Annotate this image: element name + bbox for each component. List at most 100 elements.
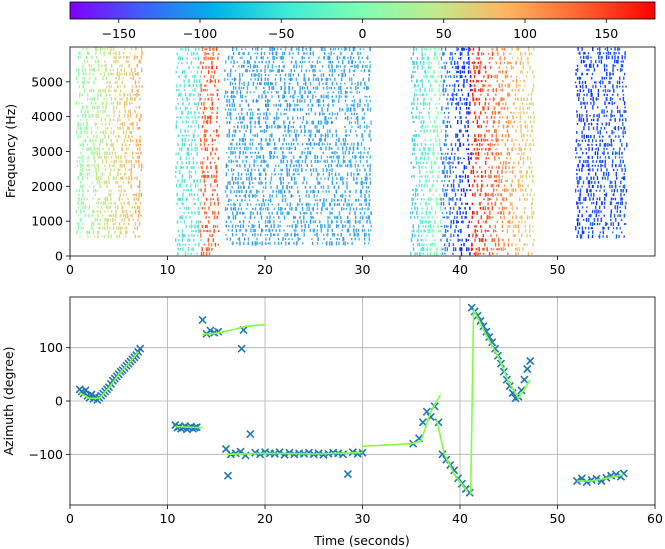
spectrogram-cell (517, 57, 519, 60)
spectrogram-cell (586, 188, 588, 193)
spectrogram-cell (621, 151, 623, 155)
spectrogram-cell (132, 121, 134, 127)
spectrogram-cell (369, 181, 372, 185)
spectrogram-cell (485, 125, 487, 128)
spectrogram-cell (271, 133, 273, 138)
spectrogram-cell (619, 201, 622, 205)
spectrogram-cell (195, 229, 197, 233)
spectrogram-cell (499, 111, 501, 115)
spectrogram-cell (190, 224, 192, 229)
spectrogram-cell (422, 252, 425, 255)
spectrogram-cell (101, 181, 103, 184)
spectrogram-cell (360, 203, 363, 206)
spectrogram-cell (445, 133, 447, 138)
spectrogram-cell (99, 110, 101, 113)
spectrogram-cell (298, 163, 300, 168)
spectrogram-cell (325, 190, 327, 193)
spectrogram-cell (273, 48, 276, 51)
spectrogram-cell (216, 66, 218, 69)
spectrogram-cell (487, 143, 489, 146)
spectrogram-cell (250, 172, 252, 176)
spectrogram-cell (428, 202, 430, 205)
spectrogram-cell (450, 125, 452, 128)
spectrogram-cell (135, 47, 137, 51)
spectrogram-cell (312, 189, 314, 194)
spectrogram-cell (494, 74, 496, 79)
spectrogram-cell (510, 75, 512, 78)
spectrogram-cell (343, 207, 345, 211)
spectrogram-cell (280, 48, 282, 51)
spectrogram-cell (99, 52, 102, 54)
spectrogram-cell (519, 197, 521, 201)
spectrogram-cell (285, 164, 288, 168)
spectrogram-cell (82, 77, 84, 80)
spectrogram-cell (423, 66, 425, 69)
spectrogram-cell (86, 147, 88, 151)
spectrogram-cell (427, 197, 429, 201)
spectrogram-cell (187, 212, 190, 214)
spectrogram-cell (82, 173, 84, 175)
spectrogram-cell (324, 138, 327, 142)
spectrogram-cell (490, 234, 492, 237)
spectrogram-cell (337, 233, 339, 236)
spectrogram-cell (184, 74, 186, 79)
spectrogram-cell (417, 224, 420, 229)
spectrogram-cell (600, 210, 602, 213)
spectrogram-cell (342, 159, 345, 164)
spectrogram-cell (181, 147, 183, 152)
spectrogram-cell (445, 75, 447, 78)
spectrogram-cell (265, 229, 267, 232)
spectrogram-cell (577, 47, 579, 51)
spectrogram-cell (232, 108, 235, 111)
spectrogram-cell (121, 143, 124, 147)
spectrogram-cell (458, 138, 460, 142)
spectrogram-cell (359, 219, 361, 224)
spectrogram-cell (344, 56, 346, 60)
spectrogram-cell (110, 202, 112, 205)
spectrogram-cell (182, 111, 184, 115)
spectrogram-cell (479, 88, 482, 93)
spectrogram-cell (193, 133, 195, 138)
spectrogram-cell (488, 230, 490, 232)
spectrogram-cell (347, 143, 349, 145)
spectrogram-cell (413, 83, 416, 88)
spectrogram-cell (246, 156, 248, 159)
spectrogram-cell (509, 201, 512, 206)
spectrogram-cell (209, 161, 212, 164)
spectrogram-cell (261, 147, 263, 150)
spectrogram-cell (333, 233, 335, 237)
spectrogram-cell (141, 67, 143, 72)
spectrogram-cell (114, 201, 116, 205)
spectrogram-cell (228, 108, 230, 111)
spectrogram-cell (132, 126, 135, 130)
spectrogram-cell (244, 142, 246, 146)
spectrogram-cell (522, 193, 524, 197)
spectrogram-cell (422, 93, 425, 96)
spectrogram-cell (483, 198, 485, 201)
spectrogram-cell (330, 117, 332, 120)
spectrogram-cell (429, 197, 431, 202)
spectrogram-cell (509, 192, 511, 197)
spectrogram-cell (121, 97, 123, 101)
spectrogram-cell (494, 229, 497, 232)
spectrogram-cell (291, 56, 293, 59)
spectrogram-cell (249, 116, 251, 120)
spectrogram-cell (139, 138, 141, 143)
spectrogram-cell (227, 56, 230, 59)
spectrogram-cell (193, 79, 195, 83)
spectrogram-cell (616, 210, 618, 213)
spectrogram-cell (486, 139, 489, 142)
spectrogram-cell (239, 147, 241, 150)
spectrogram-cell (118, 185, 120, 188)
spectrogram-cell (319, 224, 322, 229)
spectrogram-cell (176, 83, 178, 88)
spectrogram-cell (471, 143, 473, 146)
spectrogram-cell (614, 180, 617, 185)
spectrogram-cell (240, 94, 242, 99)
spectrogram-cell (270, 151, 273, 155)
spectrogram-cell (89, 139, 91, 143)
spectrogram-cell (482, 53, 485, 55)
spectrogram-cell (359, 124, 361, 129)
spectrogram-cell (111, 156, 113, 159)
spectrogram-cell (470, 156, 472, 160)
